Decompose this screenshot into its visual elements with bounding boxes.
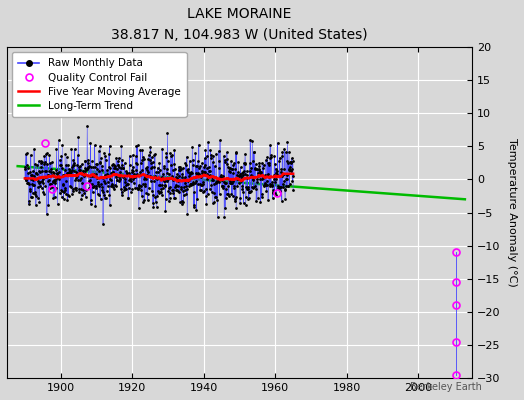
- Legend: Raw Monthly Data, Quality Control Fail, Five Year Moving Average, Long-Term Tren: Raw Monthly Data, Quality Control Fail, …: [12, 52, 187, 117]
- Y-axis label: Temperature Anomaly (°C): Temperature Anomaly (°C): [507, 138, 517, 287]
- Title: LAKE MORAINE
38.817 N, 104.983 W (United States): LAKE MORAINE 38.817 N, 104.983 W (United…: [111, 7, 368, 42]
- Text: Berkeley Earth: Berkeley Earth: [410, 382, 482, 392]
